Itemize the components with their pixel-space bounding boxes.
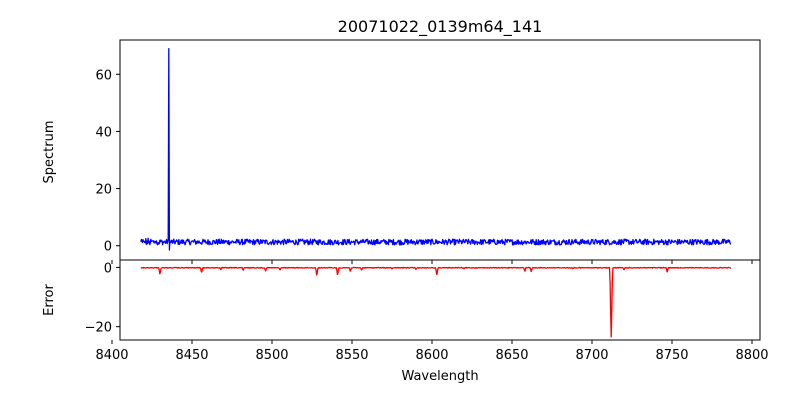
error-y-tick-label: 0 [104, 261, 112, 276]
spectrum-x-ticks [111, 260, 753, 264]
error-panel: 0 −20 8400 8450 8500 8550 8600 8650 8700 8750 880… [42, 259, 769, 384]
error-axes-frame [119, 259, 761, 341]
error-y-axis-label: Error [42, 284, 57, 316]
spectrum-y-tick-label: 60 [95, 68, 112, 83]
error-x-tick-label: 8550 [335, 348, 368, 363]
spectrum-panel: 20071022_0139m64_141 0 20 40 60 Spectrum [42, 17, 761, 264]
error-x-tick-label: 8700 [575, 348, 608, 363]
error-y-ticks: 0 −20 [85, 261, 120, 336]
x-axis-label: Wavelength [401, 369, 478, 384]
spectrum-y-axis-label: Spectrum [42, 121, 57, 184]
spectrum-y-ticks: 0 20 40 60 [95, 68, 120, 255]
error-x-tick-label: 8600 [415, 348, 448, 363]
error-x-tick-label: 8400 [95, 348, 128, 363]
error-x-ticks: 8400 8450 8500 8550 8600 8650 8700 8750 8800 [95, 340, 769, 363]
spectrum-y-tick-label: 40 [95, 125, 112, 140]
spectrum-y-tick-label: 20 [95, 183, 112, 198]
spectrum-series-line [140, 47, 732, 251]
spectrum-y-tick-label: 0 [104, 240, 112, 255]
spectrum-axes-frame [119, 39, 761, 261]
error-series-line [140, 266, 732, 338]
error-x-tick-label: 8800 [735, 348, 768, 363]
error-x-tick-label: 8500 [255, 348, 288, 363]
error-x-tick-label: 8650 [495, 348, 528, 363]
error-y-tick-label: −20 [85, 321, 112, 336]
error-x-tick-label: 8450 [175, 348, 208, 363]
error-x-tick-label: 8750 [655, 348, 688, 363]
chart-title: 20071022_0139m64_141 [338, 17, 543, 37]
